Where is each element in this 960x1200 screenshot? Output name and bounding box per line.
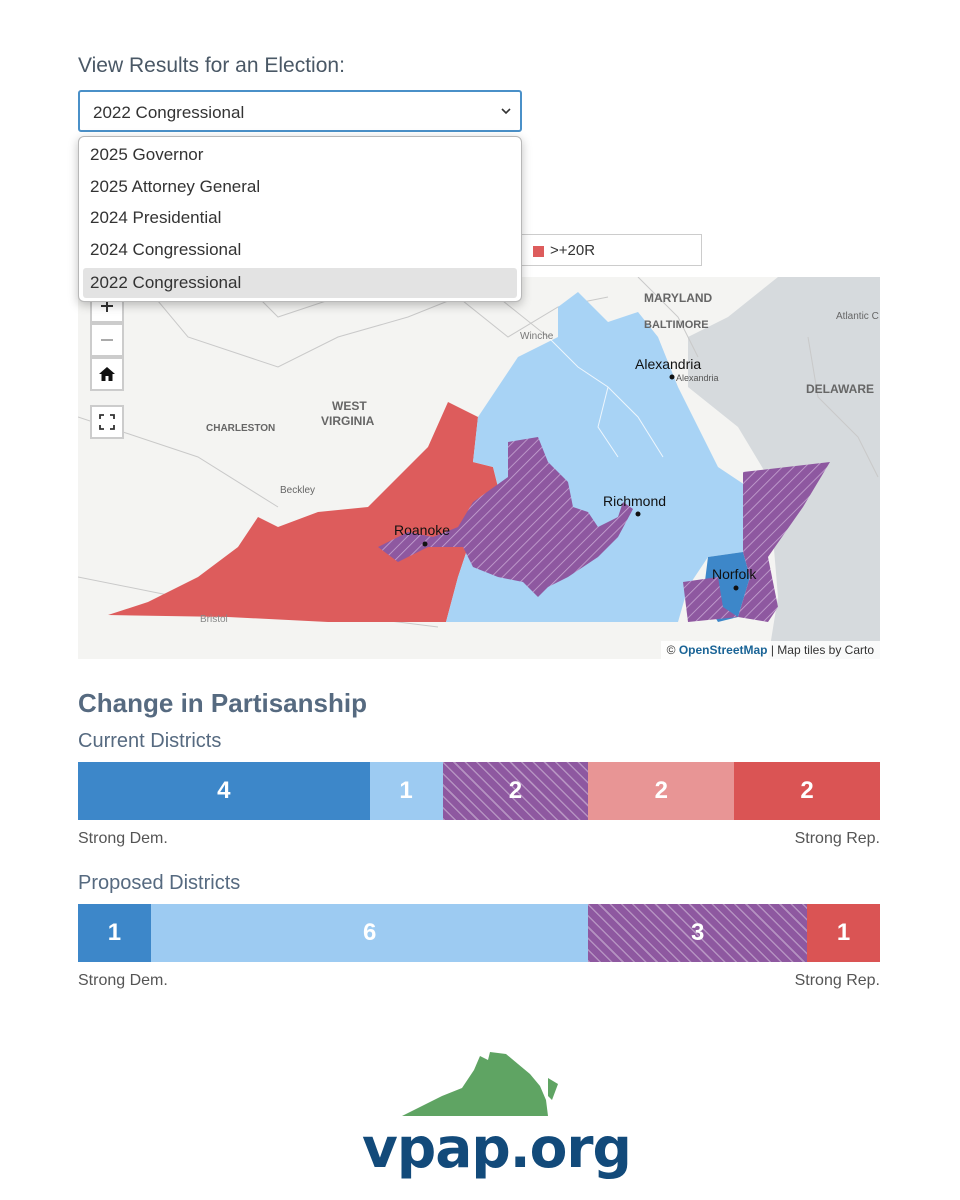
district-map[interactable]: MARYLAND BALTIMORE Atlantic C Winche Ale… [78,277,880,659]
label-maryland: MARYLAND [644,291,713,305]
openstreetmap-link[interactable]: OpenStreetMap [678,643,768,657]
election-option-2022-congressional[interactable]: 2022 Congressional [83,268,517,298]
legend-swatch-strong-rep [533,246,544,257]
proposed-strong-rep-label: Strong Rep. [794,972,880,989]
label-winchester: Winche [520,331,554,342]
district-strong-rep-sw [108,402,508,622]
label-norfolk: Norfolk [712,566,757,582]
bar-segment-tossup: 3 [588,904,808,962]
label-charleston: CHARLESTON [206,423,275,434]
election-option-2025-governor[interactable]: 2025 Governor [90,145,204,164]
district-tossup-central [378,437,633,597]
map-legend: >+20R [520,234,702,266]
label-alexandria-small: Alexandria [676,373,719,383]
map-attribution: © OpenStreetMap | Map tiles by Carto [660,641,880,659]
election-dropdown-menu[interactable]: 2025 Governor 2025 Attorney General 2024… [78,136,522,302]
legend-label-strong-rep: >+20R [550,242,596,259]
roanoke-dot [422,541,428,547]
home-icon [99,367,115,381]
minus-icon [101,339,113,341]
proposed-strong-dem-label: Strong Dem. [78,972,168,989]
current-strong-rep-label: Strong Rep. [794,830,880,847]
bar-segment-strong-rep: 2 [734,762,880,820]
label-delaware: DELAWARE [806,382,874,396]
attribution-prefix: © [666,643,676,657]
label-virginia: VIRGINIA [321,414,375,428]
fullscreen-button[interactable] [90,405,124,439]
current-districts-title: Current Districts [78,730,222,752]
chevron-down-icon [501,108,511,115]
bar-segment-strong-dem: 4 [78,762,370,820]
district-tossup-eastern [738,462,830,622]
bar-segment-lean-rep: 2 [588,762,735,820]
richmond-dot [635,511,641,517]
home-button[interactable] [90,357,124,391]
election-option-2024-presidential[interactable]: 2024 Presidential [90,208,222,227]
bar-segment-strong-rep: 1 [807,904,880,962]
district-tossup-south [683,577,738,622]
election-option-2025-attorney-general[interactable]: 2025 Attorney General [90,177,261,196]
label-roanoke: Roanoke [394,522,450,538]
label-bristol: Bristol [200,614,228,625]
map-canvas: MARYLAND BALTIMORE Atlantic C Winche Ale… [78,277,880,659]
bar-segment-lean-dem: 1 [369,762,443,820]
bar-segment-lean-dem: 6 [150,904,589,962]
partisanship-title: Change in Partisanship [78,688,367,718]
vpap-logo-text[interactable]: vpap.org [362,1116,632,1180]
label-baltimore: BALTIMORE [644,319,709,331]
election-selector-label: View Results for an Election: [78,54,345,77]
alexandria-dot [669,374,675,380]
current-strong-dem-label: Strong Dem. [78,830,168,847]
bar-segment-tossup: 2 [442,762,589,820]
label-richmond: Richmond [603,493,666,509]
label-atlantic-city: Atlantic C [836,311,879,322]
election-option-2024-congressional[interactable]: 2024 Congressional [90,240,242,259]
fullscreen-icon [99,414,115,430]
plus-icon [101,300,113,312]
election-select[interactable]: 2022 Congressional [78,90,522,132]
norfolk-dot [733,585,739,591]
election-select-value: 2022 Congressional [93,103,245,122]
zoom-out-button[interactable] [90,323,124,357]
attribution-suffix: | Map tiles by Carto [770,643,874,657]
label-alexandria: Alexandria [635,356,701,372]
proposed-districts-title: Proposed Districts [78,872,241,894]
label-west: WEST [332,399,367,413]
bar-segment-strong-dem: 1 [78,904,151,962]
virginia-logo-icon [402,1052,558,1116]
label-beckley: Beckley [280,485,315,496]
